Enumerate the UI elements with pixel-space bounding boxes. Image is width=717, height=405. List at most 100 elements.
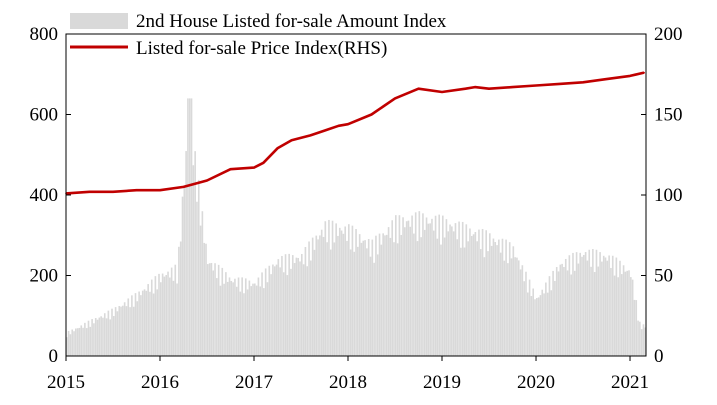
amount-index-bar [367, 239, 370, 356]
amount-index-bar [335, 223, 337, 356]
price-index-point [441, 91, 443, 93]
amount-index-bar [270, 274, 272, 356]
amount-index-bar [331, 220, 334, 356]
amount-index-bar [228, 277, 231, 356]
legend-bar-label: 2nd House Listed for-sale Amount Index [136, 11, 447, 32]
x-axis-tick-label: 2021 [611, 372, 649, 393]
amount-index-bar [326, 242, 328, 356]
amount-index-bar [302, 264, 305, 356]
amount-index-bar [122, 305, 124, 356]
amount-index-bar [573, 270, 576, 356]
amount-index-bar [311, 237, 314, 356]
amount-index-bar [588, 249, 591, 356]
amount-index-bar [156, 289, 158, 356]
amount-index-bar [391, 220, 394, 356]
amount-index-bar [507, 263, 509, 356]
amount-index-bar [360, 242, 363, 356]
amount-index-bar [447, 231, 450, 356]
amount-index-bar [232, 282, 234, 356]
amount-index-bar [525, 271, 527, 356]
amount-index-bar [523, 281, 525, 356]
amount-index-bar [543, 293, 545, 356]
price-index-point [511, 86, 514, 88]
price-index-point [347, 123, 349, 125]
amount-index-bar [369, 256, 372, 356]
amount-index-bar [295, 257, 298, 356]
price-index-point [464, 87, 467, 90]
price-index-point [206, 179, 208, 182]
amount-index-bar [293, 263, 296, 356]
amount-index-bar [512, 246, 515, 356]
amount-index-bar [620, 274, 623, 356]
amount-index-bar [443, 237, 446, 356]
amount-index-bar [179, 241, 182, 356]
amount-index-bar [152, 293, 155, 356]
amount-index-bar [489, 233, 491, 356]
amount-index-bar [145, 290, 148, 356]
amount-index-bar [304, 246, 307, 356]
amount-index-bar [338, 227, 341, 356]
price-index-point [276, 147, 279, 150]
amount-index-bar [537, 297, 540, 356]
price-index-point [112, 190, 114, 193]
amount-index-bar [432, 230, 435, 356]
amount-index-bar [259, 286, 262, 356]
amount-index-bar [510, 258, 513, 356]
amount-index-bar [301, 253, 303, 356]
amount-index-bar [342, 233, 345, 356]
price-index-point [474, 86, 476, 88]
amount-index-bar [505, 239, 507, 356]
amount-index-bar [454, 223, 457, 356]
amount-index-bar [355, 229, 357, 356]
amount-index-bar [570, 274, 572, 356]
price-index-point [370, 113, 373, 116]
amount-index-bar [555, 267, 558, 356]
amount-index-bar [315, 235, 318, 356]
bars-layer [66, 98, 647, 357]
amount-index-bar [463, 247, 466, 356]
amount-index-bar [279, 267, 281, 356]
axis-layer: 0 200 400 600 800 0 50 100 150 200 2015 2016 2017 201… [30, 24, 683, 393]
amount-index-bar [545, 282, 547, 356]
amount-index-bar [100, 316, 102, 356]
amount-index-bar [308, 241, 310, 356]
amount-index-bar [479, 249, 482, 356]
amount-index-bar [89, 326, 92, 356]
amount-index-bar [586, 260, 589, 356]
amount-index-bar [67, 330, 70, 356]
amount-index-bar [405, 221, 408, 356]
amount-index-bar [449, 224, 451, 356]
amount-index-bar [73, 331, 75, 356]
amount-index-bar [481, 228, 484, 356]
amount-index-bar [633, 299, 636, 356]
amount-index-bar [82, 327, 84, 356]
amount-index-bar [460, 247, 462, 356]
amount-index-bar [226, 281, 229, 356]
amount-index-bar [429, 223, 431, 356]
amount-index-bar [496, 245, 498, 356]
amount-index-bar [458, 221, 460, 356]
amount-index-bar [557, 271, 560, 356]
left-axis-tick-label: 400 [30, 185, 59, 206]
amount-index-bar [217, 264, 220, 356]
price-index-point [582, 81, 584, 84]
amount-index-bar [111, 308, 113, 356]
amount-index-bar [414, 212, 417, 356]
amount-index-bar [114, 307, 117, 356]
amount-index-bar [275, 264, 278, 356]
amount-index-bar [237, 277, 240, 356]
amount-index-bar [593, 272, 596, 356]
x-axis-tick-label: 2020 [517, 372, 555, 393]
amount-index-bar [201, 211, 204, 356]
amount-index-bar [120, 306, 122, 356]
amount-index-bar [546, 292, 549, 356]
amount-index-bar [472, 234, 475, 356]
amount-index-bar [597, 266, 600, 356]
amount-index-bar [467, 241, 469, 356]
amount-index-bar [246, 289, 249, 356]
amount-index-bar [234, 278, 236, 356]
amount-index-bar [358, 234, 361, 356]
amount-index-bar [266, 282, 269, 356]
